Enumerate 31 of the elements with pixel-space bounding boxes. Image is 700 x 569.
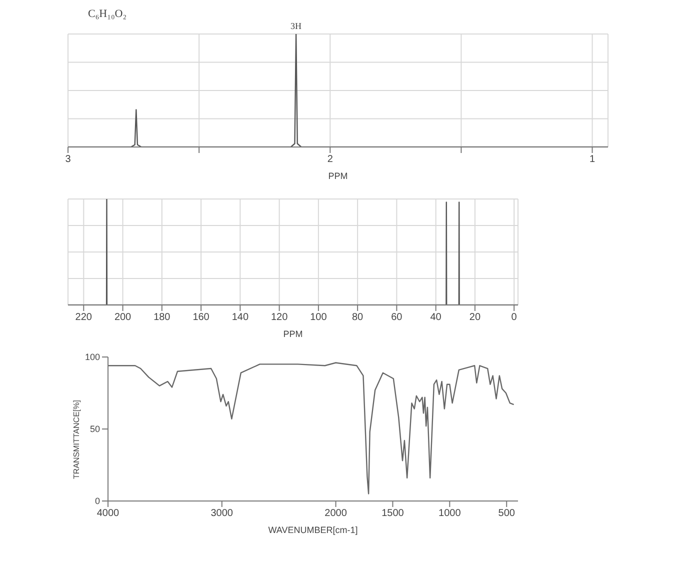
x-tick-label: 180 xyxy=(154,312,171,324)
x-tick-label: 3 xyxy=(65,154,72,166)
chart-title: C₆H₁₀O₂ xyxy=(88,8,128,20)
x-axis-title: PPM xyxy=(283,329,303,339)
x-axis-title: PPM xyxy=(328,171,348,181)
x-tick-label: 200 xyxy=(114,312,132,324)
y-axis-title: TRANSMITTANCE[%] xyxy=(72,400,81,479)
x-tick-label: 500 xyxy=(498,508,516,520)
line-series xyxy=(108,362,514,494)
y-tick-label: 0 xyxy=(94,496,100,506)
y-tick-label: 100 xyxy=(84,352,100,362)
x-tick-label: 40 xyxy=(430,312,442,324)
x-tick-label: 160 xyxy=(192,312,210,324)
x-tick-label: 2000 xyxy=(324,508,348,520)
x-tick-label: 120 xyxy=(270,312,288,324)
x-tick-label: 140 xyxy=(232,312,249,324)
x-tick-label: 80 xyxy=(352,312,364,324)
x-tick-label: 100 xyxy=(310,312,328,324)
x-tick-label: 3000 xyxy=(210,508,234,520)
annotation: 3H xyxy=(290,21,302,31)
x-tick-label: 0 xyxy=(511,312,518,324)
y-tick-label: 50 xyxy=(90,424,100,434)
x-tick-label: 1000 xyxy=(438,508,462,520)
x-tick-label: 1 xyxy=(589,154,596,166)
x-tick-label: 4000 xyxy=(96,508,120,520)
x-axis-title: WAVENUMBER[cm-1] xyxy=(268,525,358,535)
x-tick-label: 1500 xyxy=(382,508,404,520)
x-tick-label: 20 xyxy=(469,312,481,324)
x-tick-label: 60 xyxy=(391,312,403,324)
x-tick-label: 220 xyxy=(75,312,92,324)
x-tick-label: 2 xyxy=(327,154,334,166)
